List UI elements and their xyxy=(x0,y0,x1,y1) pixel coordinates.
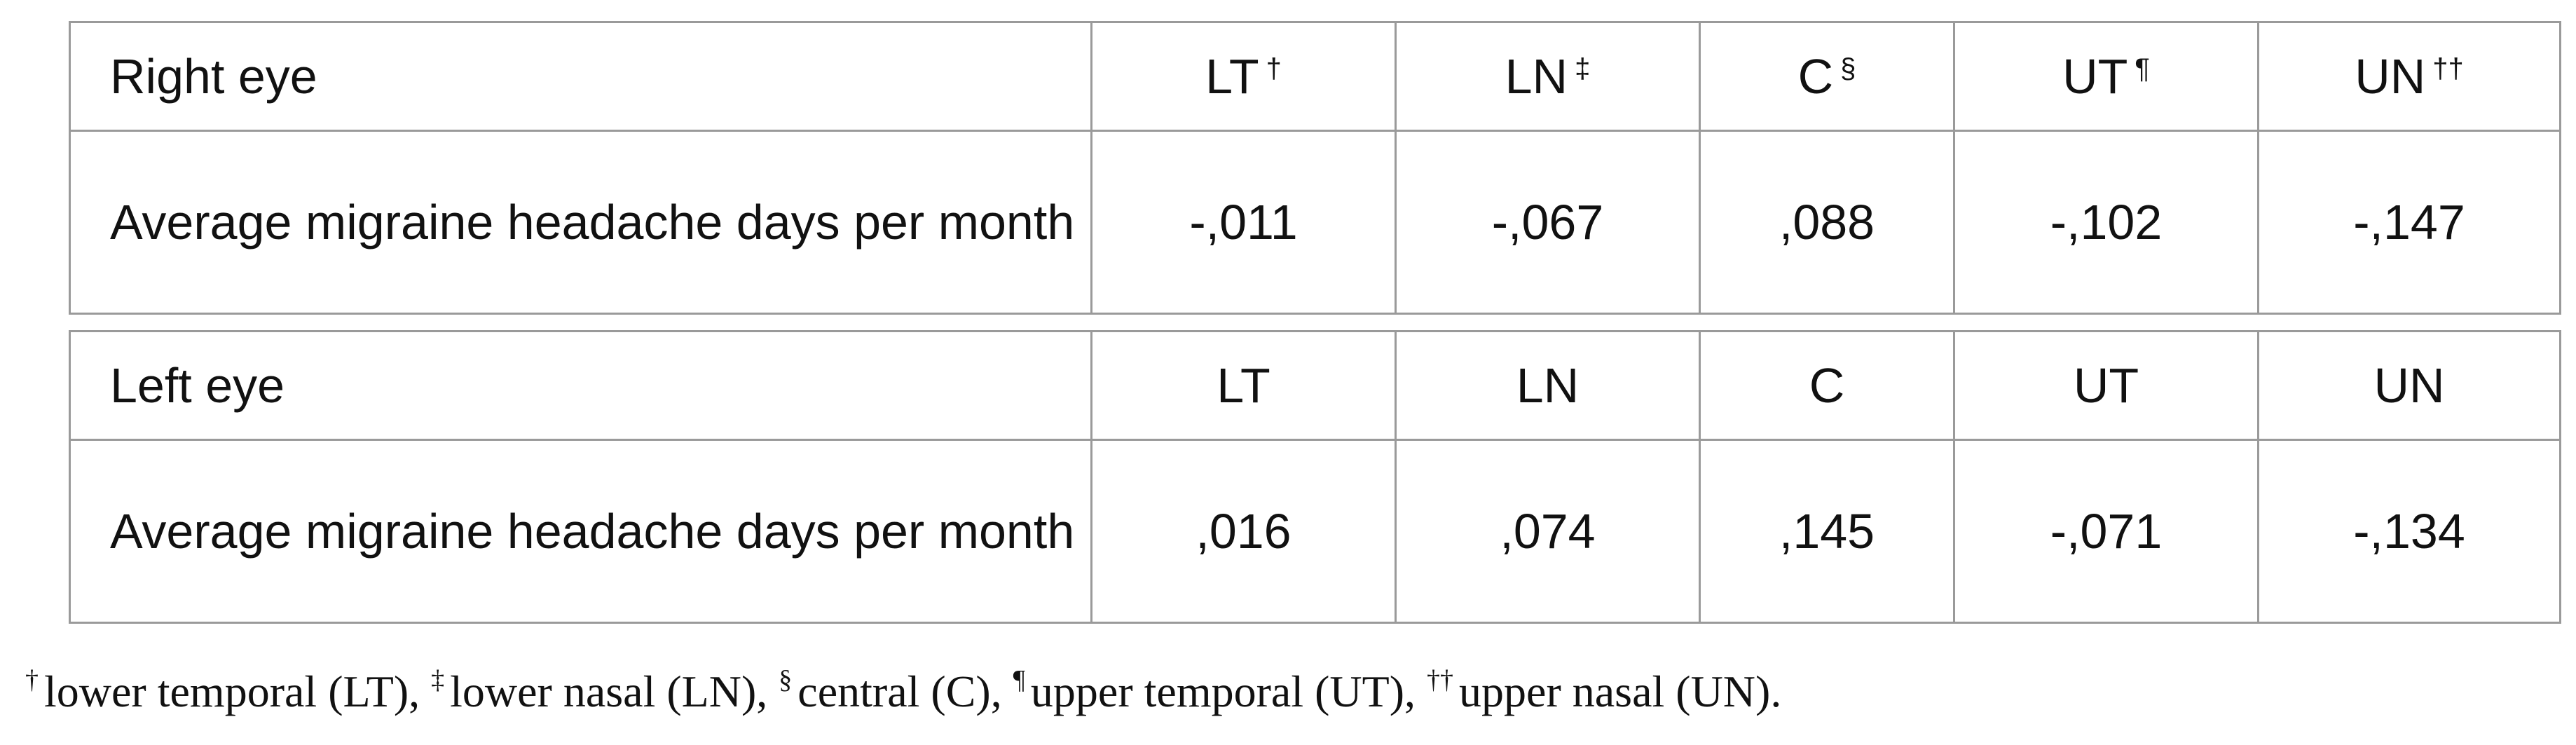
footnote-mark: § xyxy=(779,665,793,695)
header-cell: LT xyxy=(1090,330,1397,441)
header-cell: UN xyxy=(2257,330,2561,441)
left-eye-table: Left eye LT LN C UT UN Average migraine … xyxy=(69,330,2561,624)
header-text: UT xyxy=(2062,48,2128,104)
cell: -,147 xyxy=(2257,130,2561,315)
header-cell: C § xyxy=(1699,21,1955,132)
header-cell: LT † xyxy=(1090,21,1397,132)
row-label: Average migraine headache days per month xyxy=(69,130,1092,315)
right-eye-table: Right eye LT † LN ‡ C § UT ¶ UN †† Average mi… xyxy=(69,21,2561,315)
header-cell: LN ‡ xyxy=(1395,21,1701,132)
header-cell: Right eye xyxy=(69,21,1092,132)
footnote-text: upper temporal (UT), xyxy=(1030,667,1416,716)
footnote-mark: †† xyxy=(2432,53,2464,84)
footnote-text: upper nasal (UN). xyxy=(1459,667,1782,716)
footnote-mark: § xyxy=(1840,53,1856,84)
cell: ,088 xyxy=(1699,130,1955,315)
header-cell: C xyxy=(1699,330,1955,441)
data-row: Average migraine headache days per month… xyxy=(69,439,2561,624)
footnote-mark: ‡ xyxy=(431,665,445,695)
footnote-mark: †† xyxy=(1427,665,1454,695)
cell: ,074 xyxy=(1395,439,1701,624)
header-text: C xyxy=(1797,48,1834,104)
footnote-text: central (C), xyxy=(797,667,1002,716)
header-text: Right eye xyxy=(110,48,317,104)
row-label: Average migraine headache days per month xyxy=(69,439,1092,624)
footnote: † lower temporal (LT), ‡ lower nasal (LN),… xyxy=(25,666,1781,718)
footnote-mark: ¶ xyxy=(2135,53,2150,84)
header-text: UN xyxy=(2355,48,2426,104)
header-text: LN xyxy=(1505,48,1568,104)
cell: -,011 xyxy=(1090,130,1397,315)
footnote-text: lower temporal (LT), xyxy=(44,667,420,716)
cell: -,067 xyxy=(1395,130,1701,315)
header-cell: UN †† xyxy=(2257,21,2561,132)
header-row: Right eye LT † LN ‡ C § UT ¶ UN †† xyxy=(69,21,2561,132)
header-cell: UT ¶ xyxy=(1953,21,2259,132)
footnote-mark: ‡ xyxy=(1575,53,1591,84)
footnote-text: lower nasal (LN), xyxy=(450,667,768,716)
cell: -,102 xyxy=(1953,130,2259,315)
cell: ,145 xyxy=(1699,439,1955,624)
footnote-mark: ¶ xyxy=(1013,665,1025,695)
footnote-mark: † xyxy=(25,665,39,695)
cell: ,016 xyxy=(1090,439,1397,624)
header-cell: UT xyxy=(1953,330,2259,441)
header-text: LT xyxy=(1205,48,1259,104)
footnote-mark: † xyxy=(1266,53,1282,84)
cell: -,134 xyxy=(2257,439,2561,624)
cell: -,071 xyxy=(1953,439,2259,624)
header-cell: LN xyxy=(1395,330,1701,441)
header-row: Left eye LT LN C UT UN xyxy=(69,330,2561,441)
header-cell: Left eye xyxy=(69,330,1092,441)
data-row: Average migraine headache days per month… xyxy=(69,130,2561,315)
